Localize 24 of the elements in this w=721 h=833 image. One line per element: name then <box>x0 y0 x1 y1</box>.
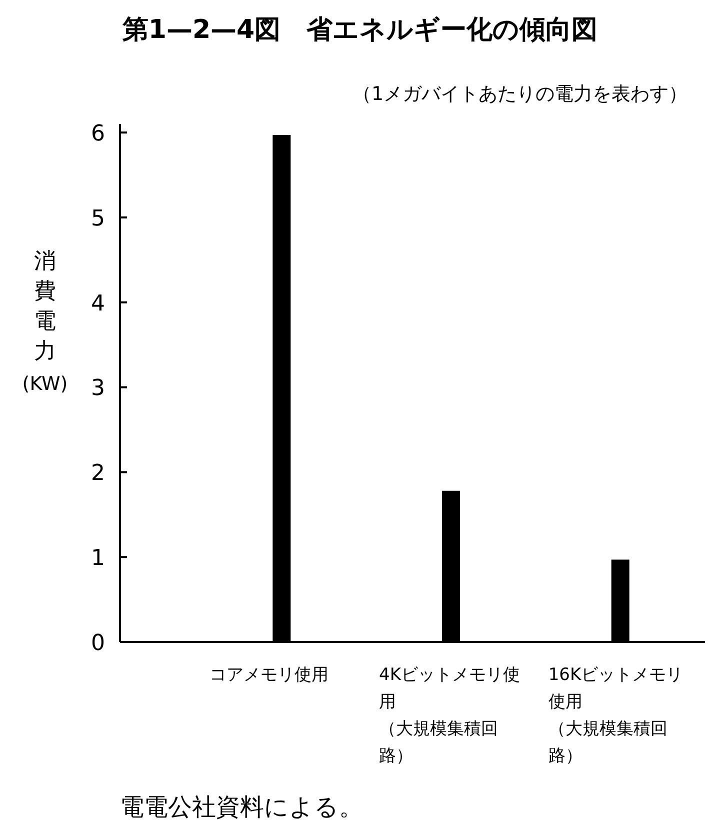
title: 第1—2—4図 省エネルギー化の傾向図 <box>122 15 598 45</box>
ytick: 4 <box>91 291 105 316</box>
xtick: （大規模集積回 <box>548 719 668 739</box>
xtick: 使用 <box>548 692 582 712</box>
xtick: 路） <box>548 746 582 766</box>
annotation: 電電公社資料による。 <box>120 793 363 821</box>
xtick: 4Kビットメモリ使 <box>379 665 520 685</box>
ytick: 0 <box>91 631 105 656</box>
xtick: 用 <box>379 692 396 712</box>
subtitle: （1メガバイトあたりの電力を表わす） <box>352 83 688 105</box>
xtick: （大規模集積回 <box>379 719 498 739</box>
ylabel: 消 <box>34 249 56 274</box>
ytick: 2 <box>91 461 105 486</box>
ylabel: 費 <box>34 279 56 304</box>
ytick: 6 <box>91 122 105 146</box>
ytick: 1 <box>91 546 105 572</box>
ylabel: (KW) <box>22 373 68 395</box>
ylabel: 力 <box>34 339 56 364</box>
xtick: 路） <box>379 746 413 766</box>
ytick: 3 <box>91 376 105 402</box>
ylabel: 電 <box>34 309 56 334</box>
xtick: 16Kビットメモリ <box>548 665 684 685</box>
xtick: コアメモリ使用 <box>210 665 329 685</box>
ytick: 5 <box>91 206 105 232</box>
